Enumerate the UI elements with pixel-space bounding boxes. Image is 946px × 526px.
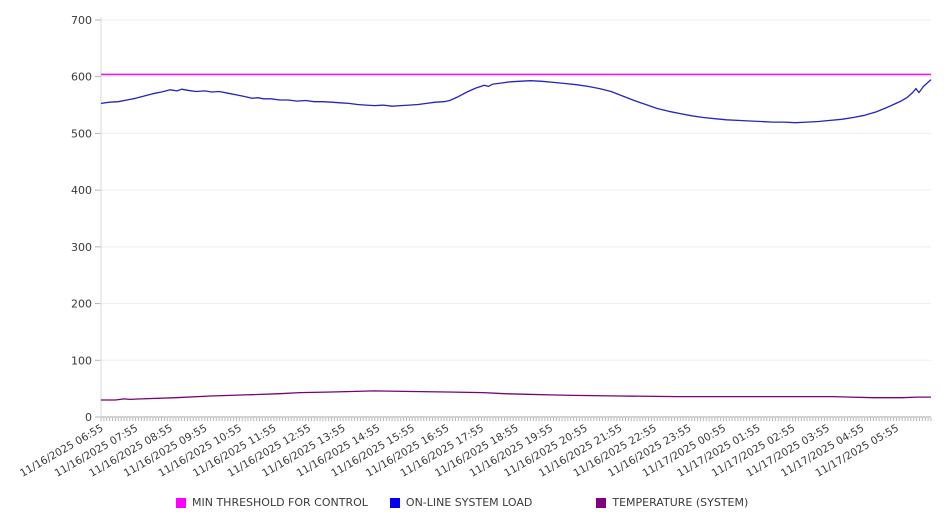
y-tick-label: 0 <box>85 411 92 424</box>
legend-item-online-system-load: ON-LINE SYSTEM LOAD <box>389 496 533 509</box>
chart-legend: MIN THRESHOLD FOR CONTROL ON-LINE SYSTEM… <box>176 497 748 509</box>
y-tick-label: 100 <box>71 354 92 367</box>
y-tick-label: 700 <box>71 14 92 27</box>
legend-swatch-magenta <box>176 498 186 508</box>
y-tick-label: 200 <box>71 298 92 311</box>
legend-swatch-purple <box>596 498 607 508</box>
legend-item-temperature-system: TEMPERATURE (SYSTEM) <box>596 497 748 509</box>
legend-label: TEMPERATURE (SYSTEM) <box>612 496 749 509</box>
y-tick-label: 300 <box>71 241 92 254</box>
y-tick-label: 500 <box>71 127 92 140</box>
legend-item-min-threshold: MIN THRESHOLD FOR CONTROL <box>176 497 368 509</box>
series-line-on-line-system-load <box>100 79 932 124</box>
legend-label: MIN THRESHOLD FOR CONTROL <box>192 496 368 509</box>
y-tick-label: 600 <box>71 71 92 84</box>
legend-label: ON-LINE SYSTEM LOAD <box>405 496 533 509</box>
y-tick-label: 400 <box>71 184 92 197</box>
series-line-temperature-system <box>101 390 931 401</box>
legend-swatch-blue <box>389 498 400 508</box>
